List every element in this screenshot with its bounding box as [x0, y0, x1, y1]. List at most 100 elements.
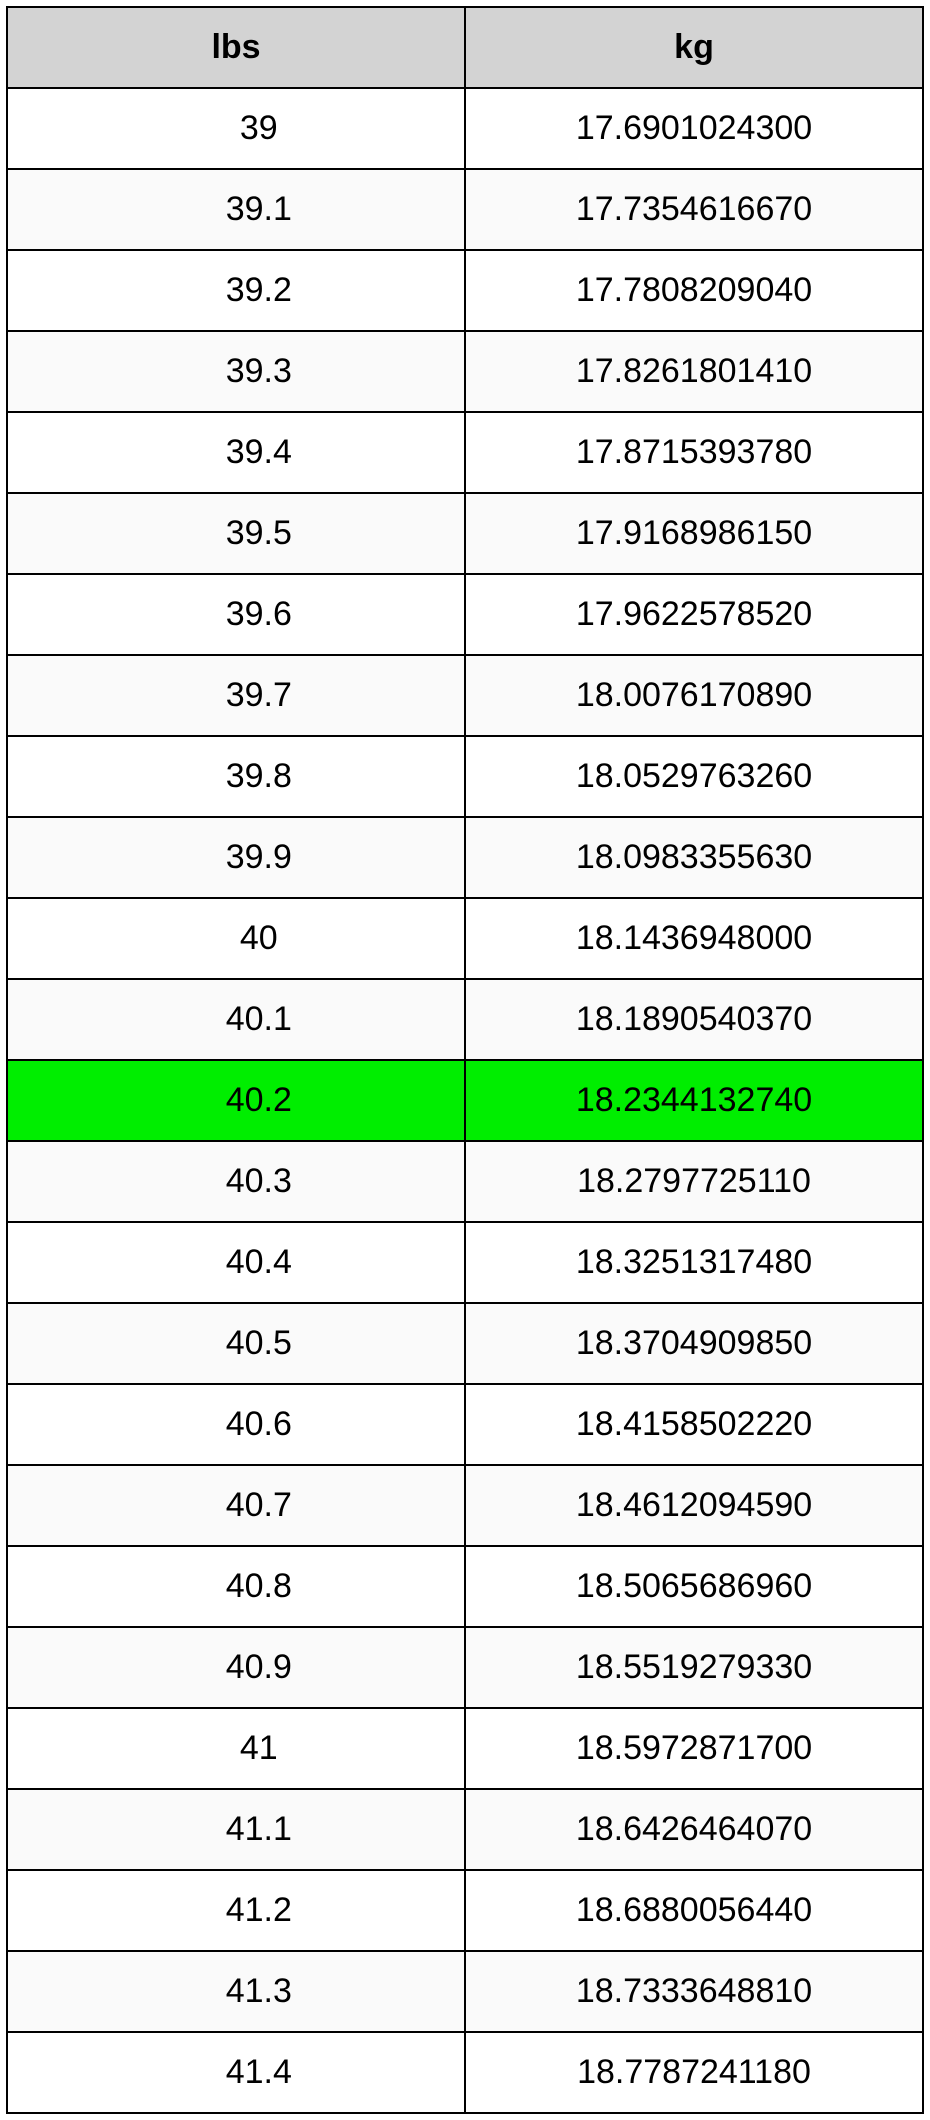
column-header-kg: kg	[465, 7, 923, 88]
value-kg: 18.7787241180	[466, 2053, 922, 2092]
table-row: 40 18.1436948000	[7, 898, 923, 979]
table-row: 40.2 18.2344132740	[7, 1060, 923, 1141]
cell-kg: 18.3251317480	[465, 1222, 923, 1303]
cell-lbs: 40.1	[7, 979, 465, 1060]
cell-kg: 18.0076170890	[465, 655, 923, 736]
value-lbs: 41.1	[145, 1810, 373, 1849]
value-kg: 18.6426464070	[466, 1810, 922, 1849]
cell-lbs: 41.3	[7, 1951, 465, 2032]
cell-lbs: 39.3	[7, 331, 465, 412]
value-kg: 17.6901024300	[466, 109, 922, 148]
table-row: 40.9 18.5519279330	[7, 1627, 923, 1708]
value-lbs: 40.5	[145, 1324, 373, 1363]
cell-lbs: 41.4	[7, 2032, 465, 2113]
cell-lbs: 39.7	[7, 655, 465, 736]
value-kg: 18.0076170890	[466, 676, 922, 715]
cell-lbs: 40.2	[7, 1060, 465, 1141]
value-kg: 17.8261801410	[466, 352, 922, 391]
cell-kg: 18.1436948000	[465, 898, 923, 979]
cell-lbs: 40.6	[7, 1384, 465, 1465]
cell-kg: 17.7354616670	[465, 169, 923, 250]
table-row: 3917.6901024300	[7, 88, 923, 169]
table-body: 3917.690102430039.117.7354616670 39.2 17.7…	[7, 88, 923, 2113]
cell-kg: 18.6426464070	[465, 1789, 923, 1870]
value-lbs: 39.3	[145, 352, 373, 391]
value-lbs: 40.1	[145, 1000, 373, 1039]
cell-lbs: 39.5	[7, 493, 465, 574]
value-kg: 18.3704909850	[466, 1324, 922, 1363]
cell-lbs: 40.7	[7, 1465, 465, 1546]
table-row: 39.8 18.0529763260	[7, 736, 923, 817]
value-kg: 17.8715393780	[466, 433, 922, 472]
cell-kg: 17.9168986150	[465, 493, 923, 574]
table-row: 39.7 18.0076170890	[7, 655, 923, 736]
cell-lbs: 40.5	[7, 1303, 465, 1384]
table-header-row: lbs kg	[7, 7, 923, 88]
value-kg: 18.4158502220	[466, 1405, 922, 1444]
value-lbs: 40.8	[145, 1567, 373, 1606]
table-row: 40.418.3251317480	[7, 1222, 923, 1303]
value-lbs: 40.6	[145, 1405, 373, 1444]
table-row: 40.318.2797725110	[7, 1141, 923, 1222]
conversion-table-container: lbs kg 3917.690102430039.117.73546166703…	[0, 0, 930, 2120]
cell-kg: 18.5065686960	[465, 1546, 923, 1627]
cell-kg: 17.7808209040	[465, 250, 923, 331]
cell-kg: 18.6880056440	[465, 1870, 923, 1951]
value-kg: 18.2344132740	[466, 1081, 922, 1120]
value-lbs: 39.8	[145, 757, 373, 796]
value-lbs: 40.9	[145, 1648, 373, 1687]
table-row: 39.5 17.9168986150	[7, 493, 923, 574]
table-row: 40.5 18.3704909850	[7, 1303, 923, 1384]
table-row: 39.6 17.9622578520	[7, 574, 923, 655]
value-kg: 18.1436948000	[466, 919, 922, 958]
conversion-table: lbs kg 3917.690102430039.117.73546166703…	[6, 6, 924, 2114]
value-lbs: 39.4	[145, 433, 373, 472]
value-kg: 18.0529763260	[466, 757, 922, 796]
cell-lbs: 39.9	[7, 817, 465, 898]
value-kg: 17.9622578520	[466, 595, 922, 634]
cell-kg: 18.3704909850	[465, 1303, 923, 1384]
cell-kg: 18.0983355630	[465, 817, 923, 898]
value-lbs: 39.7	[145, 676, 373, 715]
value-lbs: 39.9	[145, 838, 373, 877]
cell-kg: 17.8715393780	[465, 412, 923, 493]
value-lbs: 39.5	[145, 514, 373, 553]
cell-lbs: 41.2	[7, 1870, 465, 1951]
table-row: 41.1 18.6426464070	[7, 1789, 923, 1870]
value-kg: 18.2797725110	[466, 1162, 922, 1201]
table-row: 39.3 17.8261801410	[7, 331, 923, 412]
cell-kg: 18.4158502220	[465, 1384, 923, 1465]
cell-kg: 17.9622578520	[465, 574, 923, 655]
table-row: 40.8 18.5065686960	[7, 1546, 923, 1627]
table-row: 39.9 18.0983355630	[7, 817, 923, 898]
value-lbs: 40.7	[145, 1486, 373, 1525]
value-kg: 18.5519279330	[466, 1648, 922, 1687]
table-row: 39.117.7354616670	[7, 169, 923, 250]
value-kg: 17.7808209040	[466, 271, 922, 310]
value-lbs: 41	[145, 1729, 373, 1768]
cell-lbs: 40	[7, 898, 465, 979]
value-lbs: 40	[145, 919, 373, 958]
cell-kg: 18.7787241180	[465, 2032, 923, 2113]
value-kg: 18.5972871700	[466, 1729, 922, 1768]
cell-lbs: 39.2	[7, 250, 465, 331]
value-lbs: 39.6	[145, 595, 373, 634]
table-row: 40.718.4612094590	[7, 1465, 923, 1546]
table-row: 39.4 17.8715393780	[7, 412, 923, 493]
value-kg: 18.0983355630	[466, 838, 922, 877]
cell-lbs: 40.3	[7, 1141, 465, 1222]
cell-kg: 18.5519279330	[465, 1627, 923, 1708]
table-row: 41.318.7333648810	[7, 1951, 923, 2032]
cell-lbs: 39.4	[7, 412, 465, 493]
value-lbs: 41.4	[145, 2053, 373, 2092]
value-kg: 17.7354616670	[466, 190, 922, 229]
table-row: 41.218.6880056440	[7, 1870, 923, 1951]
value-lbs: 39.2	[145, 271, 373, 310]
table-row: 41.4 18.7787241180	[7, 2032, 923, 2113]
value-lbs: 40.2	[145, 1081, 373, 1120]
value-kg: 18.1890540370	[466, 1000, 922, 1039]
table-row: 41 18.5972871700	[7, 1708, 923, 1789]
cell-lbs: 41	[7, 1708, 465, 1789]
table-row: 39.2 17.7808209040	[7, 250, 923, 331]
cell-lbs: 41.1	[7, 1789, 465, 1870]
